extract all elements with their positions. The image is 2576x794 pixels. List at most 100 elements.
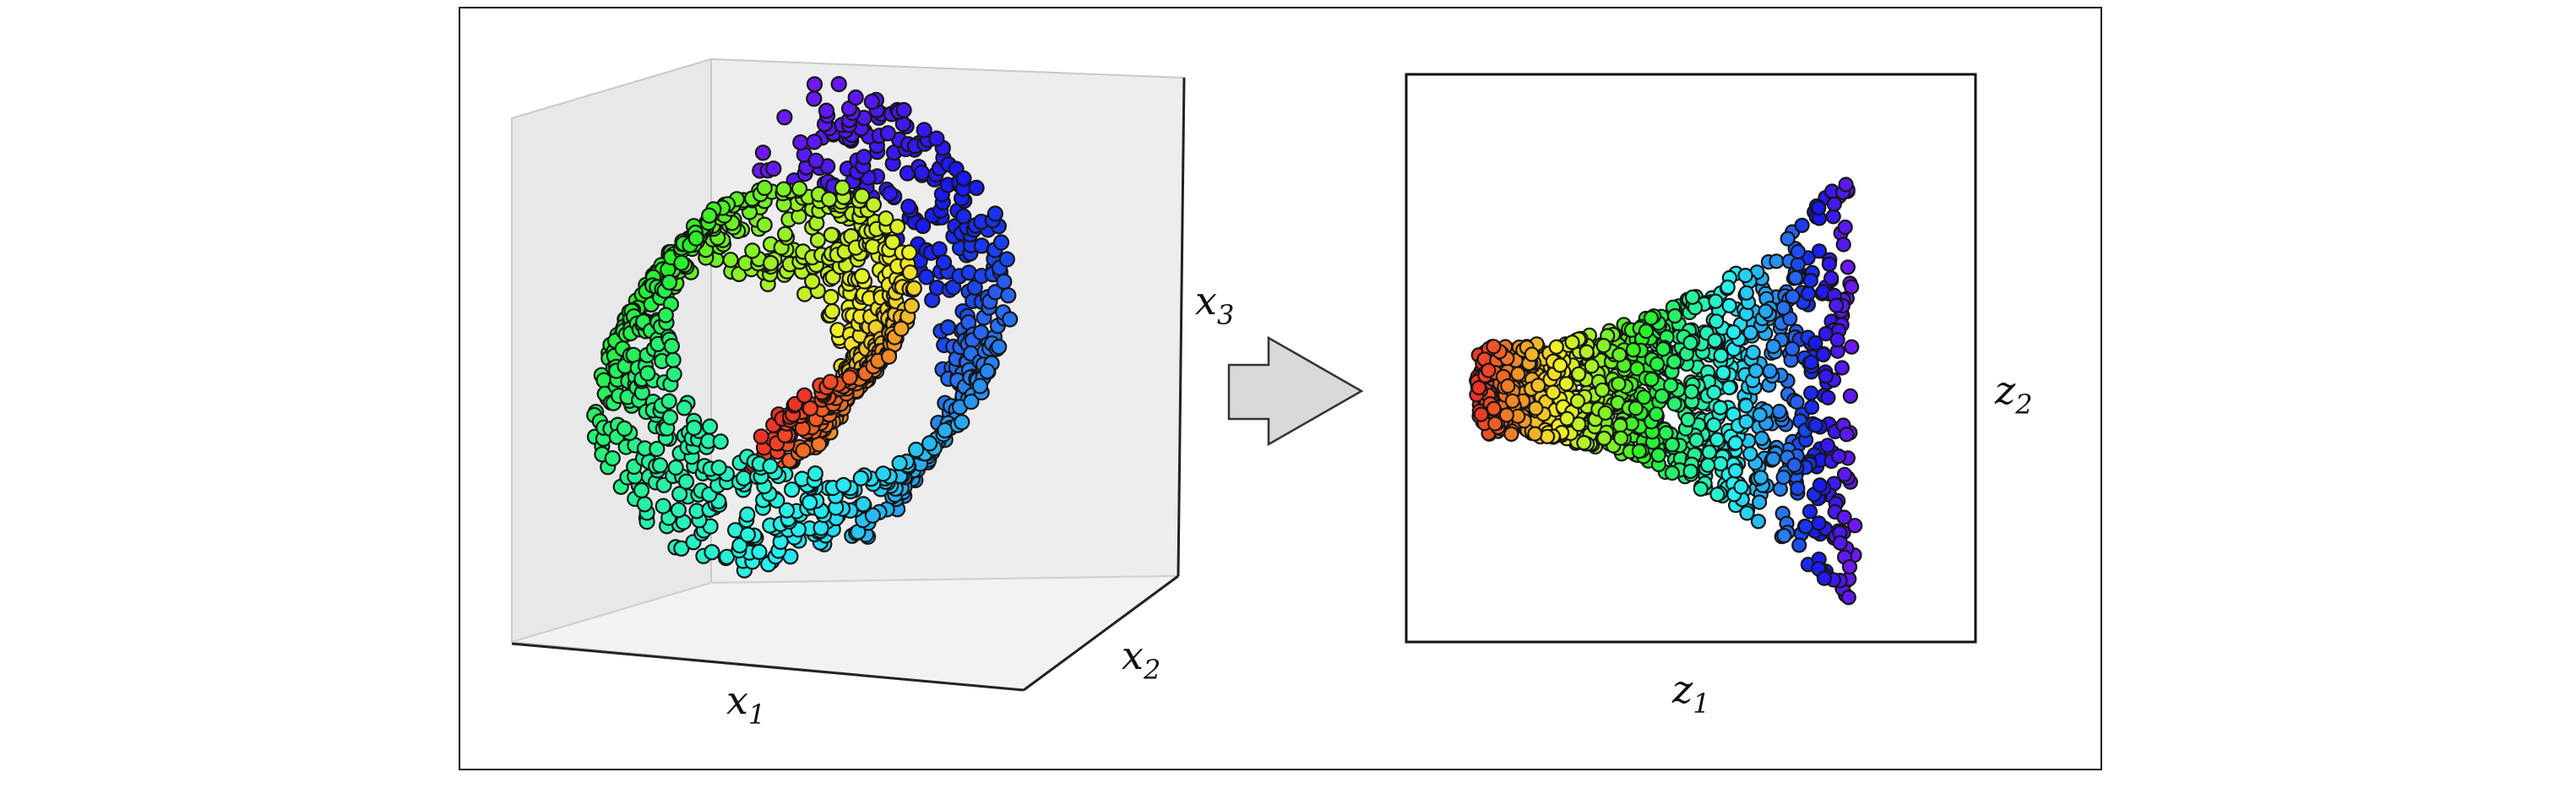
roll-point: [847, 89, 864, 106]
embedding-point: [1829, 297, 1845, 313]
roll-point: [775, 181, 792, 198]
embedding-point: [1752, 407, 1768, 423]
embedding-point: [1829, 332, 1845, 348]
roll-point: [765, 160, 782, 177]
z2-subscript: 2: [2014, 389, 2032, 421]
embedding-point: [1791, 537, 1807, 553]
embedding-point: [1775, 469, 1791, 486]
roll-point: [677, 473, 695, 490]
embedding-point: [1500, 378, 1516, 394]
swiss-roll-3d-panel: [511, 57, 1186, 692]
roll-point: [939, 319, 957, 336]
roll-point: [735, 470, 753, 487]
embedding-point: [1819, 438, 1835, 454]
roll-point: [880, 348, 898, 365]
roll-point: [834, 179, 851, 196]
embedding-point: [1487, 416, 1503, 432]
embedding-point: [1524, 346, 1540, 362]
embedding-point: [1727, 463, 1743, 479]
roll-point: [776, 226, 794, 242]
embedding-point: [1750, 514, 1766, 530]
roll-point: [992, 234, 1010, 251]
roll-point: [806, 90, 823, 107]
embedding-point: [1545, 384, 1562, 400]
embedding-point: [1625, 342, 1641, 358]
roll-point: [783, 481, 801, 498]
embedding-point: [1699, 457, 1716, 473]
roll-point: [762, 254, 780, 272]
roll-point: [687, 230, 704, 247]
roll-point: [822, 373, 839, 390]
roll-point: [791, 180, 808, 197]
embedding-point: [1579, 344, 1595, 360]
embedding-point: [1797, 519, 1814, 535]
roll-point: [830, 75, 847, 93]
roll-point: [986, 205, 1004, 222]
roll-point: [971, 378, 989, 394]
roll-point: [807, 152, 824, 169]
roll-point: [731, 537, 748, 554]
embedding-point: [1709, 487, 1725, 503]
embedding-point: [1683, 383, 1699, 400]
x2-axis-line: [1023, 574, 1179, 692]
embedding-point: [1628, 400, 1644, 416]
roll-point: [928, 130, 945, 147]
embedding-point: [1840, 590, 1856, 606]
embedding-point: [1713, 455, 1729, 472]
roll-point: [667, 459, 684, 476]
embedding-point: [1664, 465, 1681, 481]
embedding-point: [1528, 400, 1544, 416]
roll-point: [636, 496, 653, 513]
embedding-point: [1785, 289, 1801, 305]
roll-point: [616, 420, 633, 437]
roll-point: [802, 494, 818, 511]
roll-point: [855, 496, 872, 513]
embedding-point: [1655, 341, 1671, 357]
embedding-point: [1820, 389, 1836, 405]
roll-point: [882, 185, 899, 202]
roll-point: [916, 122, 932, 139]
embedding-point: [1570, 366, 1587, 382]
roll-point: [762, 458, 779, 475]
embedding-point: [1612, 417, 1628, 433]
embedding-point: [1486, 339, 1502, 355]
roll-point: [812, 519, 829, 536]
roll-point: [963, 394, 980, 411]
embedding-point: [1826, 196, 1842, 212]
embedding-point: [1693, 481, 1709, 498]
roll-point: [657, 307, 674, 324]
roll-point: [686, 419, 703, 437]
z1-axis-label: z1: [1671, 666, 1710, 720]
embedding-point: [1552, 357, 1568, 373]
embedding-point: [1790, 480, 1806, 497]
roll-point: [998, 251, 1015, 268]
roll-point: [792, 134, 809, 151]
roll-point: [712, 433, 729, 450]
roll-point: [660, 274, 678, 291]
roll-point: [796, 387, 813, 404]
roll-point: [818, 102, 835, 119]
roll-point: [756, 179, 773, 196]
z2-axis-label: z2: [1994, 367, 2033, 421]
embedding-point: [1613, 430, 1629, 446]
embedding-point: [1801, 286, 1817, 302]
roll-point: [744, 242, 761, 259]
embedding-point: [1747, 362, 1764, 379]
embedding-point: [1738, 285, 1754, 301]
embedding-point: [1807, 334, 1823, 351]
embedding-point: [1762, 363, 1778, 379]
embedding-point: [1470, 379, 1487, 396]
roll-point: [807, 465, 823, 482]
embedding-point: [1839, 427, 1855, 443]
roll-point: [891, 454, 908, 472]
embedding-point: [1787, 269, 1804, 286]
embedding-point: [1753, 430, 1769, 447]
embedding-point: [1558, 376, 1574, 392]
embedding-point: [1758, 303, 1774, 319]
roll-point: [854, 268, 871, 285]
roll-point: [795, 442, 812, 460]
embedding-point: [1786, 457, 1802, 473]
roll-point: [665, 351, 682, 368]
roll-point: [852, 470, 869, 487]
roll-point: [895, 101, 912, 118]
